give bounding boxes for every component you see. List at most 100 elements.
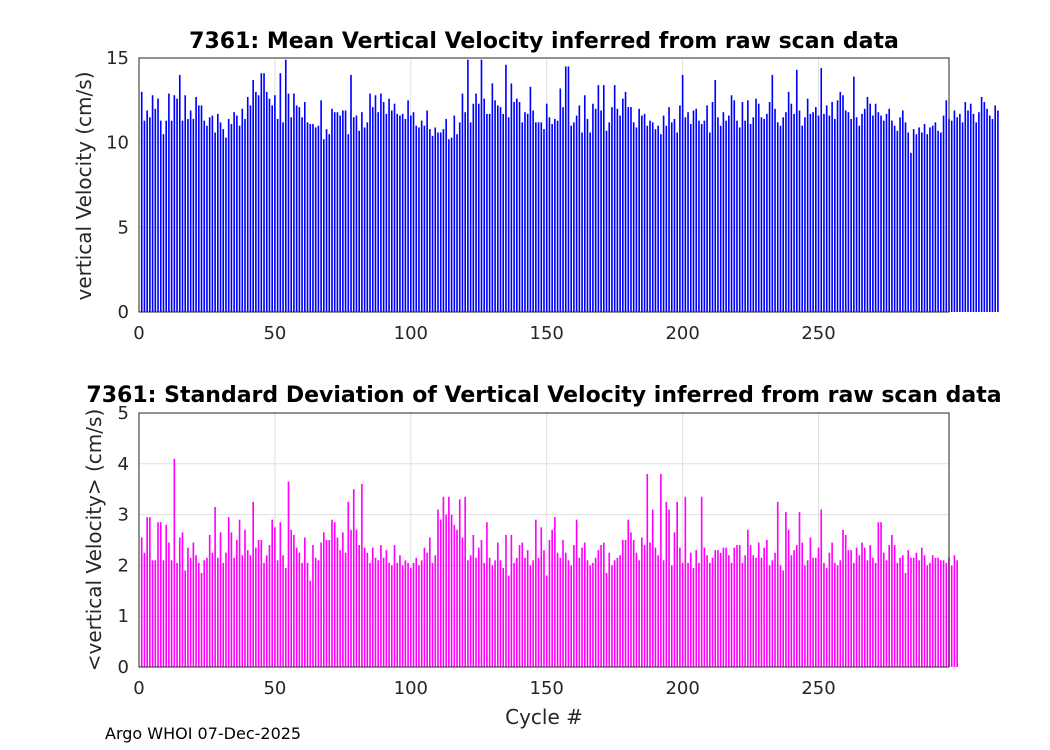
bar xyxy=(339,550,341,667)
bar xyxy=(165,524,167,667)
bars xyxy=(140,59,999,313)
bar xyxy=(741,562,744,667)
bar xyxy=(189,557,192,667)
bar xyxy=(301,117,303,313)
bar xyxy=(749,545,752,667)
bar xyxy=(380,93,382,312)
bar xyxy=(602,85,605,312)
bar xyxy=(918,127,920,313)
bar xyxy=(312,124,314,312)
bar xyxy=(284,567,287,667)
bar xyxy=(385,550,388,667)
bar xyxy=(374,95,377,312)
bar xyxy=(921,132,923,312)
bar xyxy=(586,560,589,667)
bar xyxy=(453,524,456,667)
bar xyxy=(869,103,871,312)
bar xyxy=(418,565,420,667)
bar xyxy=(679,547,681,667)
bar xyxy=(825,567,828,667)
bar xyxy=(491,565,494,667)
bar xyxy=(276,118,279,313)
bar xyxy=(861,113,863,312)
bar xyxy=(562,540,564,667)
bar xyxy=(793,550,795,667)
bar xyxy=(371,107,374,312)
x-tick-label: 150 xyxy=(530,323,564,344)
bar xyxy=(475,557,477,667)
bar xyxy=(252,80,254,312)
bar xyxy=(469,555,472,667)
bar xyxy=(785,512,787,667)
bar xyxy=(390,110,393,313)
bar xyxy=(801,125,804,312)
bar xyxy=(358,130,360,312)
bar xyxy=(323,532,325,667)
bar xyxy=(997,110,999,313)
bar xyxy=(412,562,415,667)
y-tick-label: 3 xyxy=(118,505,129,526)
bar xyxy=(768,102,771,312)
bar xyxy=(863,547,866,667)
bar xyxy=(287,481,290,667)
bar xyxy=(581,547,583,667)
bar xyxy=(926,134,929,312)
bar xyxy=(891,534,893,667)
bar xyxy=(910,557,912,667)
bar xyxy=(918,560,920,667)
bar xyxy=(556,552,559,667)
bar xyxy=(554,517,556,667)
bar xyxy=(214,506,216,667)
bar xyxy=(798,512,801,667)
bar xyxy=(165,120,167,313)
bar xyxy=(260,73,263,313)
bar xyxy=(961,122,964,312)
bar xyxy=(855,547,858,667)
bar xyxy=(244,118,246,313)
bar xyxy=(431,135,434,312)
bar xyxy=(641,115,643,312)
bar xyxy=(627,107,630,312)
bar xyxy=(774,552,776,667)
bar xyxy=(499,560,502,667)
bar xyxy=(219,122,222,312)
bar xyxy=(477,103,480,312)
bar xyxy=(227,517,230,667)
bar xyxy=(524,112,526,312)
bar xyxy=(448,496,450,667)
bar xyxy=(146,517,148,667)
bar xyxy=(556,120,559,313)
bar xyxy=(600,110,602,313)
bar xyxy=(901,555,904,667)
bar xyxy=(437,509,439,667)
bar xyxy=(812,112,814,312)
bar xyxy=(545,575,548,667)
bar xyxy=(333,522,336,667)
bar xyxy=(950,120,953,313)
bar xyxy=(244,529,246,667)
bar xyxy=(456,529,458,667)
bar xyxy=(467,560,469,667)
bar xyxy=(670,565,673,667)
bar xyxy=(543,129,545,312)
bar xyxy=(651,122,654,312)
bar xyxy=(660,134,662,312)
bar xyxy=(295,547,298,667)
bar xyxy=(265,91,268,313)
bar xyxy=(257,540,260,667)
bar xyxy=(752,555,755,667)
bar xyxy=(703,547,706,667)
bar xyxy=(649,120,651,313)
bar xyxy=(268,98,271,312)
bar xyxy=(616,557,619,667)
bar xyxy=(203,120,206,313)
bar xyxy=(771,74,774,313)
bar xyxy=(689,552,692,667)
bar xyxy=(719,552,722,667)
bar xyxy=(418,127,420,313)
bar xyxy=(581,132,583,312)
bar xyxy=(893,125,896,312)
bar xyxy=(622,540,624,667)
bar xyxy=(929,562,931,667)
bar xyxy=(711,102,714,312)
